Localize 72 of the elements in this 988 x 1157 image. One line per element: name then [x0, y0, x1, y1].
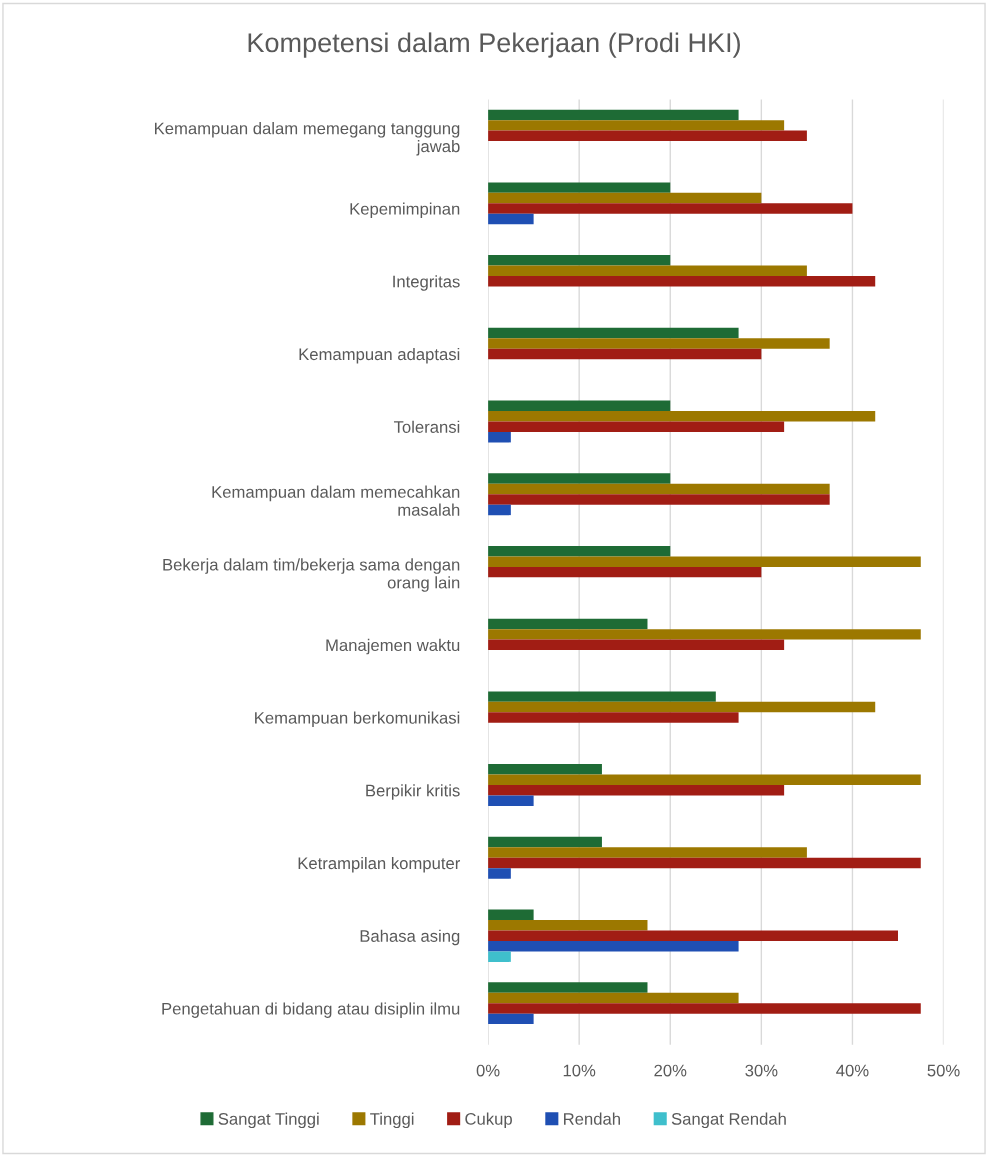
legend-label: Cukup: [465, 1112, 512, 1129]
legend-label: Sangat Tinggi: [218, 1112, 319, 1129]
bar: [488, 182, 671, 193]
y-tick-label: Kemampuan berkomunikasi: [255, 711, 460, 728]
bar: [488, 982, 648, 993]
bar: [488, 1003, 921, 1014]
bar: [488, 213, 534, 225]
bar: [488, 785, 785, 796]
bar: [488, 545, 671, 557]
y-tick-label: Kemampuan dalam memegang tanggung jawab: [155, 122, 460, 156]
bar: [488, 836, 602, 848]
y-tick-label: Manajemen waktu: [326, 638, 460, 655]
x-tick-label: 10%: [563, 1064, 596, 1077]
bar: [488, 109, 739, 121]
x-tick-label: 40%: [836, 1064, 869, 1077]
x-tick-label: 50%: [927, 1064, 960, 1077]
bar: [488, 411, 876, 422]
legend-label: Sangat Rendah: [671, 1112, 786, 1129]
bar: [488, 764, 602, 775]
bar: [488, 327, 739, 339]
bar: [488, 276, 876, 287]
bar: [488, 847, 807, 858]
bar: [488, 1013, 534, 1025]
bar: [488, 421, 785, 432]
bar: [488, 120, 785, 131]
y-tick-label: Kemampuan dalam memecahkan masalah: [212, 485, 460, 516]
bar: [488, 556, 921, 567]
y-tick-label: Bekerja dalam tim/bekerja sama dengan orang lain: [163, 558, 460, 592]
y-tick-label: Kepemimpinan: [350, 202, 460, 219]
y-tick-label: Bahasa asing: [360, 929, 460, 946]
bar: [488, 483, 830, 495]
bar: [488, 909, 534, 920]
x-tick-label: 0%: [476, 1064, 500, 1077]
bar: [488, 992, 739, 1004]
y-tick-label: Ketrampilan komputer: [298, 856, 461, 873]
y-tick-label: Kemampuan adaptasi: [299, 347, 460, 364]
legend-label: Rendah: [564, 1112, 620, 1125]
x-tick-label: 20%: [654, 1064, 687, 1077]
bar: [488, 192, 762, 204]
bar: [488, 338, 830, 349]
bar: [488, 701, 876, 713]
y-tick-label: Integritas: [393, 275, 460, 291]
bar: [488, 400, 671, 411]
bar: [488, 951, 511, 962]
bar: [488, 940, 739, 952]
bar: [488, 930, 898, 941]
y-tick-label: Pengetahuan di bidang atau disiplin ilmu: [162, 1002, 460, 1018]
bar: [488, 795, 534, 806]
bar: [488, 504, 511, 516]
bar: [488, 130, 807, 142]
bar: [488, 348, 762, 360]
bar: [488, 473, 671, 484]
bar: [488, 857, 921, 869]
y-tick-label: Toleransi: [393, 420, 460, 433]
legend-label: Tinggi: [370, 1112, 414, 1129]
bar: [488, 639, 785, 651]
bar: [488, 265, 807, 277]
bar: [488, 868, 511, 879]
bar: [488, 494, 830, 505]
bar: [488, 712, 739, 723]
bar: [488, 618, 648, 630]
bar: [488, 629, 921, 640]
bar: [488, 203, 853, 214]
bar: [488, 431, 511, 443]
bar: [488, 566, 762, 578]
y-tick-label: Berpikir kritis: [366, 784, 460, 800]
bar: [488, 691, 716, 702]
chart-title: Kompetensi dalam Pekerjaan (Prodi HKI): [248, 32, 740, 58]
bar: [488, 920, 648, 931]
bar: [488, 255, 671, 266]
x-tick-label: 30%: [745, 1064, 778, 1077]
bar: [488, 774, 921, 786]
